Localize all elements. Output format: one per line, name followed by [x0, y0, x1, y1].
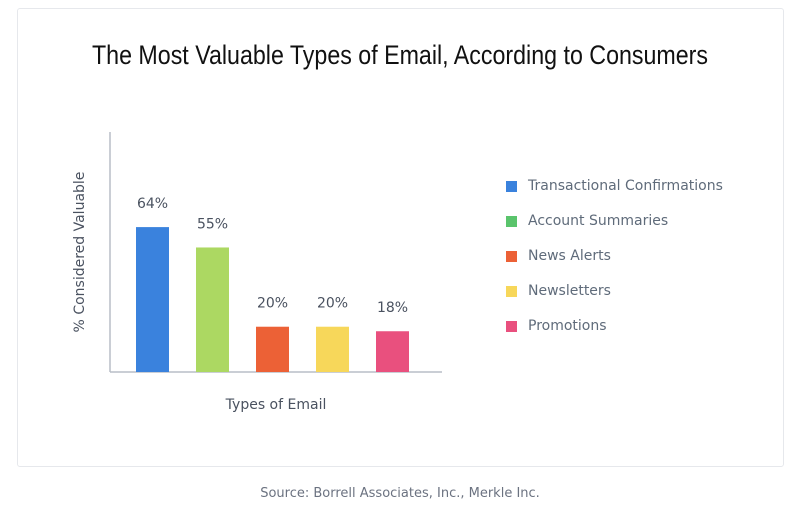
bar-4 [376, 331, 409, 372]
bar-2 [256, 326, 289, 372]
x-axis-label: Types of Email [225, 397, 327, 413]
legend-label: News Alerts [528, 248, 611, 264]
bar-1 [196, 247, 229, 372]
legend-item: Newsletters [506, 283, 723, 318]
y-axis-label: % Considered Valuable [72, 172, 88, 333]
legend-item: News Alerts [506, 248, 723, 283]
data-label-4: 18% [377, 300, 408, 316]
legend-label: Transactional Confirmations [528, 178, 723, 194]
legend-swatch [506, 181, 517, 192]
legend-label: Newsletters [528, 283, 611, 299]
bar-3 [316, 326, 349, 372]
legend-label: Account Summaries [528, 213, 669, 229]
legend-item: Promotions [506, 318, 723, 353]
legend-item: Account Summaries [506, 213, 723, 248]
legend-label: Promotions [528, 318, 607, 334]
legend-swatch [506, 321, 517, 332]
legend-swatch [506, 251, 517, 262]
source-note: Source: Borrell Associates, Inc., Merkle… [260, 486, 540, 501]
data-label-2: 20% [257, 296, 288, 312]
bar-0 [136, 227, 169, 372]
legend-swatch [506, 286, 517, 297]
legend: Transactional Confirmations Account Summa… [506, 178, 723, 353]
data-label-0: 64% [137, 196, 168, 212]
data-label-3: 20% [317, 296, 348, 312]
chart-title: The Most Valuable Types of Email, Accord… [91, 40, 709, 70]
data-label-1: 55% [197, 216, 228, 232]
legend-item: Transactional Confirmations [506, 178, 723, 213]
legend-swatch [506, 216, 517, 227]
